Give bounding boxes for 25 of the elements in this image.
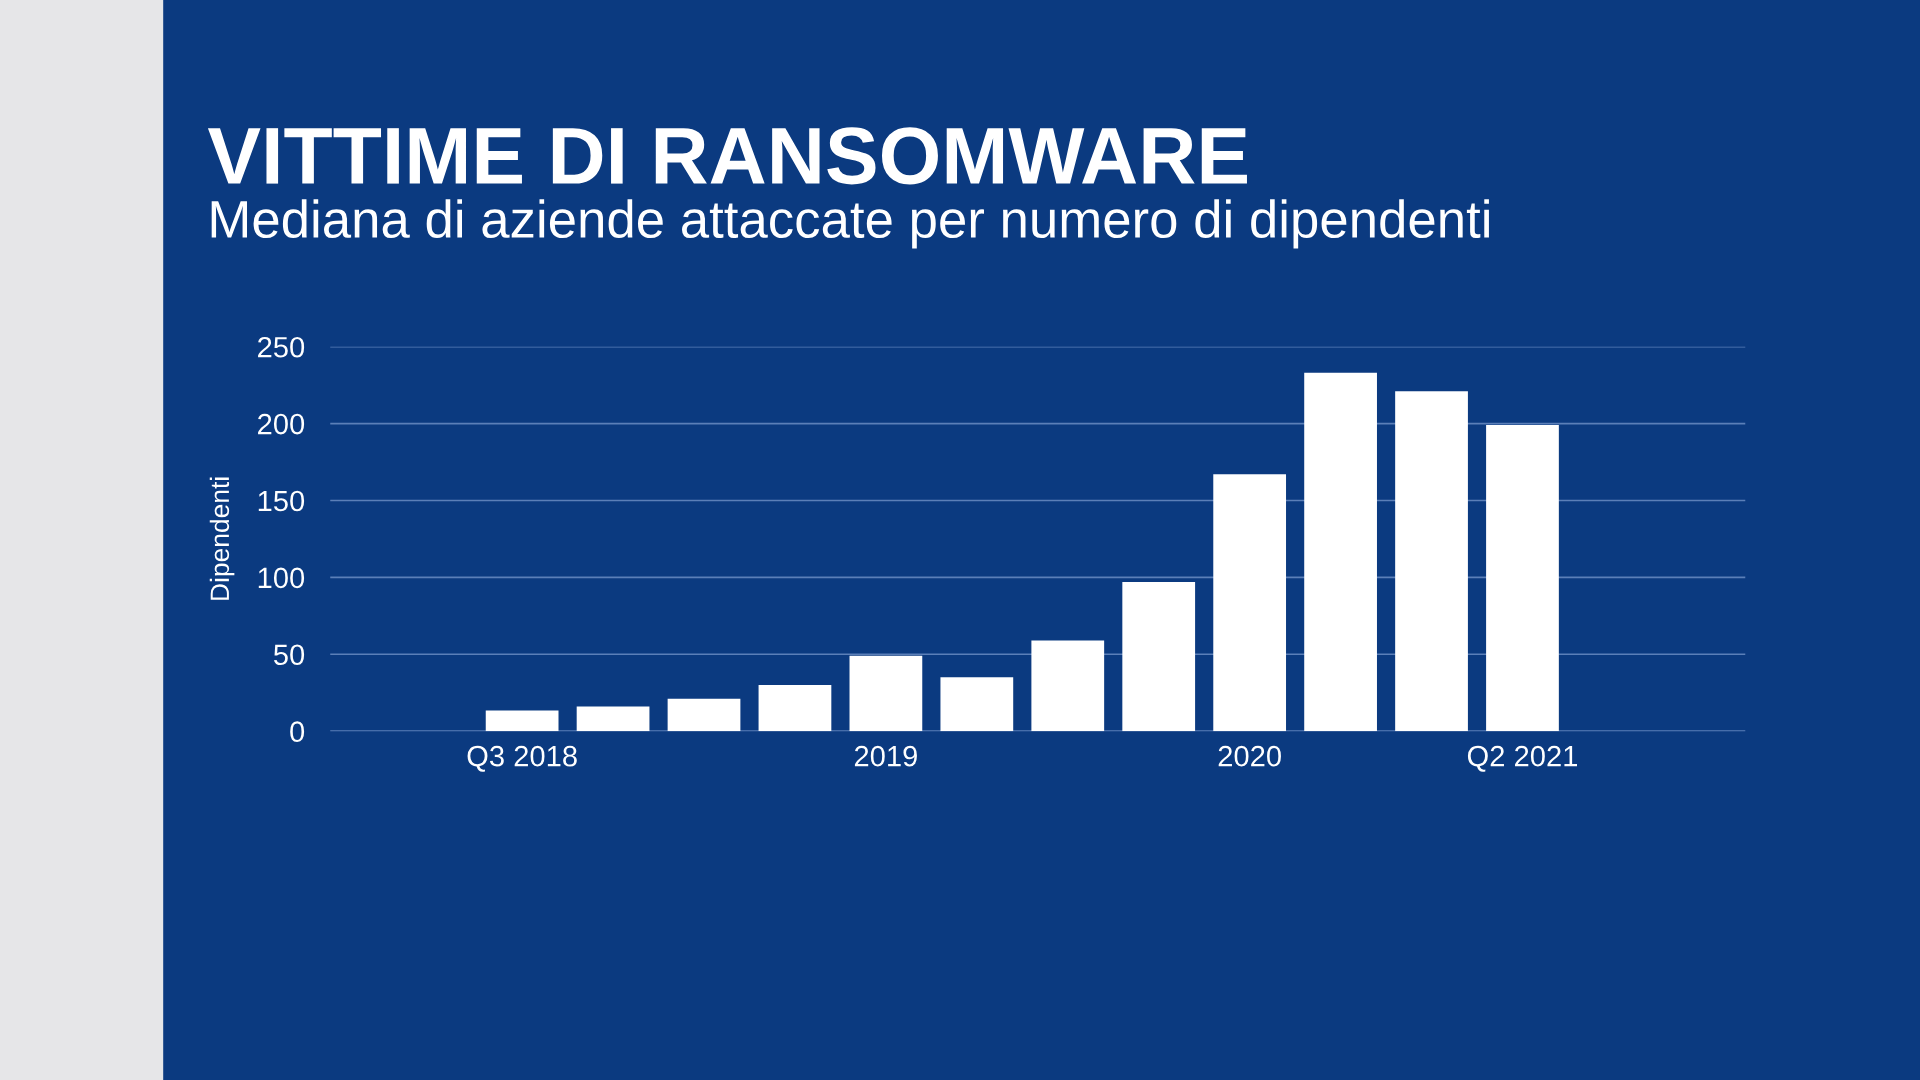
x-tick-label: Q3 2018 [467, 745, 577, 772]
x-tick-label: 2019 [854, 745, 917, 767]
bar [485, 710, 559, 732]
bar [667, 698, 741, 732]
y-tick-label: 100 [258, 567, 305, 589]
bar [576, 706, 650, 732]
bar [1213, 474, 1287, 732]
bar [1486, 425, 1559, 732]
x-tick-label: 2020 [1218, 745, 1281, 767]
bar [1304, 372, 1377, 732]
bar [758, 685, 832, 732]
y-tick-label: 200 [258, 413, 305, 435]
x-tick-label: Q2 2021 [1467, 745, 1577, 772]
chart-title: VITTIME DI RANSOMWARE [207, 127, 1247, 185]
y-tick-label: 0 [290, 721, 305, 743]
y-axis-title: Dipendenti [209, 477, 235, 600]
y-tick-label: 150 [258, 490, 305, 512]
bar [1122, 581, 1196, 732]
chart-subtitle: Mediana di aziende attaccate per numero di dipendenti [211, 199, 1489, 249]
y-tick-label: 50 [273, 644, 305, 666]
y-tick-label: 250 [258, 336, 305, 358]
bar [1031, 640, 1105, 732]
bar [849, 655, 923, 732]
bar [1395, 391, 1468, 732]
bar [940, 677, 1014, 732]
